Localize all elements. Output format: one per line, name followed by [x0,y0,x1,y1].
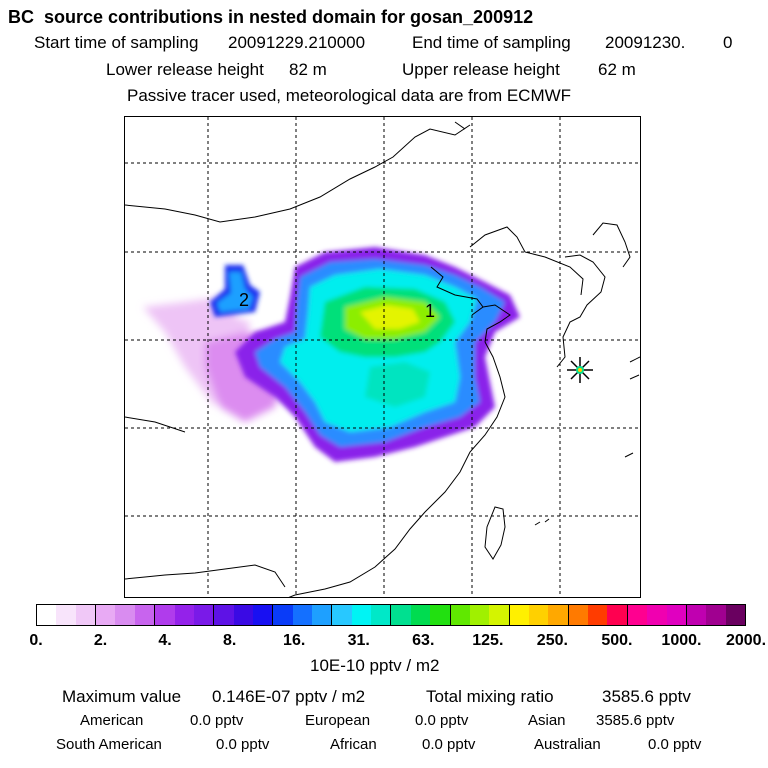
colorbar-tick-label: 250. [536,632,568,649]
colorbar-segment [292,605,313,625]
colorbar-segment [588,605,608,625]
colorbar-segment [390,605,411,625]
colorbar-segment [548,605,568,625]
colorbar-segment [725,605,745,625]
colorbar-segment [706,605,726,625]
region-name-american: American [80,712,144,729]
plume-body [210,247,520,462]
end-time-label: End time of sampling [412,33,571,52]
colorbar-segment [56,605,76,625]
upper-height-value: 62 m [598,60,636,79]
region-value-australian: 0.0 pptv [648,736,702,753]
end-time-value: 20091230. [605,33,686,52]
region-value-african: 0.0 pptv [422,736,476,753]
region-name-asian: Asian [528,712,566,729]
colorbar-segment [647,605,667,625]
region-name-african: African [330,736,377,753]
max-value-label: Maximum value [62,687,182,706]
colorbar-segment [95,605,116,625]
map-canvas: 1 2 [125,117,640,597]
graticule [125,117,640,597]
coastlines [125,121,640,597]
start-time-label: Start time of sampling [34,33,199,52]
colorbar-segment [115,605,135,625]
colorbar-tick-label: 2. [93,632,108,649]
colorbar-segment [252,605,273,625]
cluster-label-1: 1 [425,301,435,321]
colorbar-segment [449,605,470,625]
tracer-note: Passive tracer used, meteorological data… [127,86,572,105]
colorbar-segment [134,605,155,625]
region-value-american: 0.0 pptv [190,712,244,729]
colorbar-segment [666,605,686,625]
receptor-star-icon [567,357,593,383]
colorbar-segment [371,605,391,625]
colorbar-segment [233,605,253,625]
colorbar [36,604,746,626]
colorbar-segment [37,605,57,625]
colorbar-unit: 10E-10 pptv / m2 [310,656,440,675]
colorbar-segment [469,605,490,625]
colorbar-tick-label: 1000. [661,632,702,649]
plot-title: BC source contributions in nested domain… [8,7,534,27]
colorbar-tick-label: 63. [412,632,435,649]
colorbar-segment [626,605,648,625]
colorbar-tick-label: 500. [601,632,633,649]
region-value-asian: 3585.6 pptv [596,712,675,729]
lower-height-label: Lower release height [106,60,264,79]
colorbar-segment [272,605,293,625]
end-time-value-tail: 0 [723,33,733,52]
total-mixing-value: 3585.6 pptv [602,687,691,706]
colorbar-segment [567,605,589,625]
colorbar-segment [174,605,194,625]
colorbar-segment [154,605,175,625]
colorbar-segment [410,605,431,625]
colorbar-segment [607,605,627,625]
start-time-value: 20091229.210000 [228,33,366,52]
colorbar-tick-label: 125. [472,632,504,649]
colorbar-tick-label: 8. [222,632,237,649]
colorbar-segment [489,605,509,625]
lower-height-value: 82 m [289,60,327,79]
region-name-european: European [305,712,371,729]
colorbar-tick-label: 4. [158,632,172,649]
region-name-south-american: South American [56,736,162,753]
colorbar-tick-label: 31. [347,632,370,649]
colorbar-segment [312,605,332,625]
colorbar-segment [508,605,529,625]
max-value: 0.146E-07 pptv / m2 [212,687,366,706]
colorbar-segment [528,605,549,625]
colorbar-segment [213,605,234,625]
region-value-south-american: 0.0 pptv [216,736,270,753]
colorbar-segment [430,605,450,625]
colorbar-tick-label: 0. [29,632,43,649]
upper-height-label: Upper release height [402,60,560,79]
region-value-european: 0.0 pptv [415,712,469,729]
colorbar-tick-labels: 0. 2. 4. 8. 16. 31. 63. 125. 250. 500. 1000. 2000. [0,632,768,652]
colorbar-segment [331,605,352,625]
source-contribution-map: 1 2 [124,116,641,598]
region-name-australian: Australian [534,736,601,753]
colorbar-segment [193,605,214,625]
colorbar-tick-label: 2000. [725,632,767,649]
colorbar-segment [685,605,707,625]
colorbar-segment [75,605,96,625]
colorbar-segment [351,605,372,625]
cluster-label-2: 2 [239,290,249,310]
total-mixing-label: Total mixing ratio [426,687,554,706]
colorbar-tick-label: 16. [283,632,306,649]
